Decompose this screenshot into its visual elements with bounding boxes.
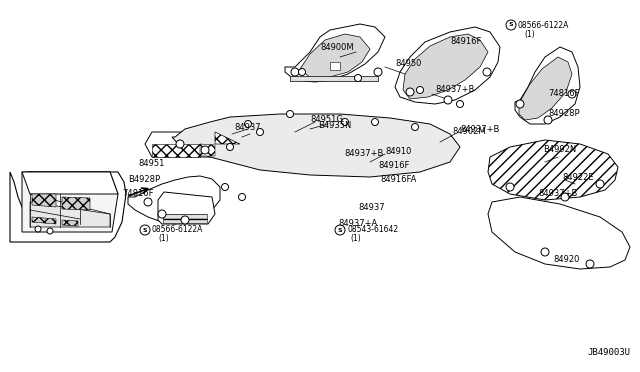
Polygon shape <box>30 202 110 227</box>
Circle shape <box>568 90 576 98</box>
Text: (1): (1) <box>524 29 535 38</box>
Circle shape <box>244 121 252 128</box>
Polygon shape <box>519 57 572 120</box>
Text: 08566-6122A: 08566-6122A <box>518 20 570 29</box>
Polygon shape <box>488 140 618 200</box>
Text: S: S <box>338 228 342 232</box>
Circle shape <box>506 20 516 30</box>
Text: 84920: 84920 <box>553 256 579 264</box>
Circle shape <box>412 124 419 131</box>
Text: 84951: 84951 <box>138 160 164 169</box>
Circle shape <box>374 68 382 76</box>
Polygon shape <box>22 172 118 232</box>
Circle shape <box>417 87 424 93</box>
Circle shape <box>444 96 452 104</box>
Polygon shape <box>145 132 240 157</box>
Polygon shape <box>285 24 385 82</box>
Text: 84916F: 84916F <box>378 160 410 170</box>
Text: S: S <box>143 228 147 232</box>
Circle shape <box>335 225 345 235</box>
Polygon shape <box>515 47 580 124</box>
Text: 84910: 84910 <box>385 148 412 157</box>
Circle shape <box>201 146 209 154</box>
Circle shape <box>561 193 569 201</box>
Text: 84916F: 84916F <box>450 38 481 46</box>
Polygon shape <box>172 114 460 177</box>
Circle shape <box>406 88 414 96</box>
Polygon shape <box>32 194 56 207</box>
Polygon shape <box>290 76 378 81</box>
Circle shape <box>181 216 189 224</box>
Circle shape <box>227 144 234 151</box>
Circle shape <box>355 74 362 81</box>
Text: (1): (1) <box>158 234 169 244</box>
Text: 84937+B: 84937+B <box>344 150 383 158</box>
Text: 84900M: 84900M <box>320 42 354 51</box>
Circle shape <box>158 210 166 218</box>
Text: 84951G: 84951G <box>310 115 343 124</box>
Circle shape <box>371 119 378 125</box>
Text: 08566-6122A: 08566-6122A <box>152 225 204 234</box>
Circle shape <box>541 248 549 256</box>
Polygon shape <box>62 197 90 210</box>
Circle shape <box>456 100 463 108</box>
Text: (1): (1) <box>350 234 361 244</box>
Circle shape <box>516 100 524 108</box>
Text: 74816F: 74816F <box>548 90 579 99</box>
Circle shape <box>221 183 228 190</box>
Circle shape <box>483 68 491 76</box>
Text: B4928P: B4928P <box>128 174 160 183</box>
Polygon shape <box>10 172 126 242</box>
Text: 84902M: 84902M <box>452 128 486 137</box>
Text: 84950: 84950 <box>395 60 421 68</box>
Text: 84916FA: 84916FA <box>380 176 417 185</box>
Circle shape <box>287 110 294 118</box>
Circle shape <box>544 116 552 124</box>
Circle shape <box>35 226 41 232</box>
Circle shape <box>586 260 594 268</box>
Polygon shape <box>158 192 215 224</box>
Polygon shape <box>32 217 56 224</box>
Polygon shape <box>300 34 370 79</box>
Text: 84922E: 84922E <box>562 173 594 182</box>
Polygon shape <box>330 62 340 70</box>
Polygon shape <box>215 132 240 144</box>
Text: 84928P: 84928P <box>548 109 580 119</box>
Circle shape <box>239 193 246 201</box>
Polygon shape <box>163 214 207 223</box>
Circle shape <box>257 128 264 135</box>
Text: S: S <box>509 22 513 28</box>
Text: 74816F: 74816F <box>122 189 154 199</box>
Circle shape <box>298 68 305 76</box>
Text: JB49003U: JB49003U <box>587 348 630 357</box>
Polygon shape <box>200 144 215 156</box>
Circle shape <box>176 140 184 148</box>
Text: 84937: 84937 <box>358 202 385 212</box>
Circle shape <box>291 68 299 76</box>
Circle shape <box>144 198 152 206</box>
Polygon shape <box>152 144 200 157</box>
Polygon shape <box>62 220 78 226</box>
Text: B4992N: B4992N <box>543 145 576 154</box>
Text: 84937+A: 84937+A <box>338 219 377 228</box>
Text: 84937+B: 84937+B <box>538 189 577 199</box>
Circle shape <box>506 183 514 191</box>
Polygon shape <box>22 172 118 194</box>
Polygon shape <box>395 27 500 104</box>
Circle shape <box>342 119 349 125</box>
Circle shape <box>47 228 53 234</box>
Text: 84937+B: 84937+B <box>435 86 474 94</box>
Text: 84937: 84937 <box>234 124 260 132</box>
Text: B4935N: B4935N <box>318 121 351 129</box>
Text: 84937+B: 84937+B <box>460 125 499 135</box>
Circle shape <box>596 180 604 188</box>
Polygon shape <box>128 176 220 224</box>
Text: 08543-61642: 08543-61642 <box>347 225 398 234</box>
Polygon shape <box>403 34 488 99</box>
Circle shape <box>140 225 150 235</box>
Polygon shape <box>488 197 630 269</box>
